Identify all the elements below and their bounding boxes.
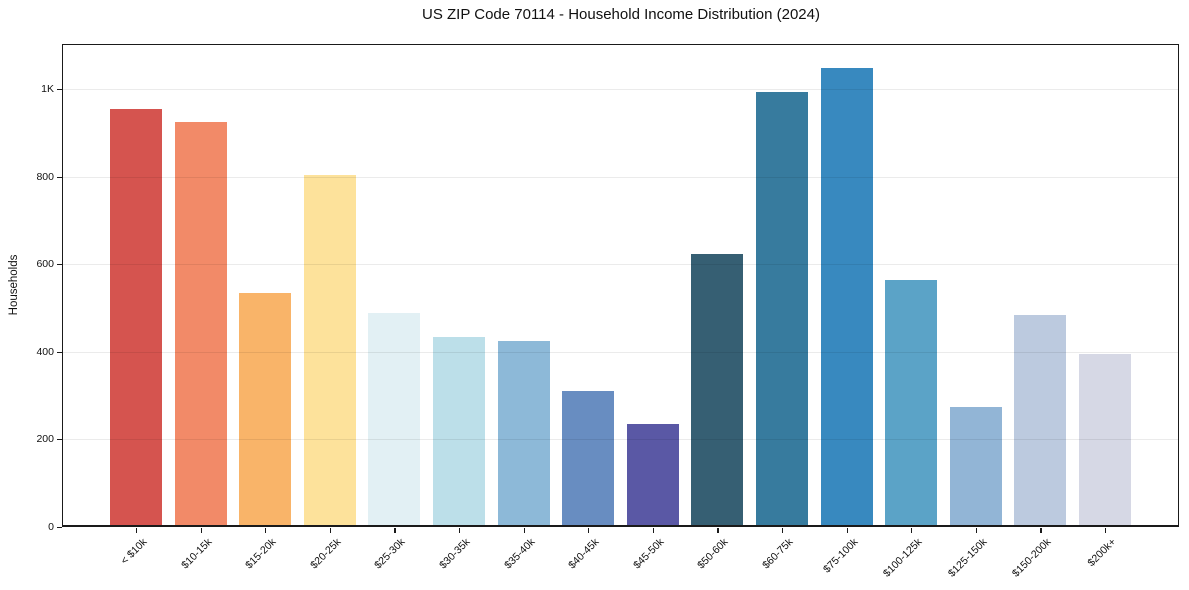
x-tick-mark xyxy=(911,528,913,533)
bar xyxy=(885,280,938,527)
x-tick-label: $15-20k xyxy=(243,536,279,572)
x-tick-label: < $10k xyxy=(118,536,150,567)
x-tick-mark xyxy=(782,528,784,533)
gridline xyxy=(62,177,1179,178)
y-tick-mark xyxy=(57,264,62,266)
x-tick-label: $50-60k xyxy=(695,536,731,572)
x-tick-label: $150-200k xyxy=(1010,536,1054,580)
y-tick-mark xyxy=(57,352,62,354)
gridline xyxy=(62,352,1179,353)
bar xyxy=(497,341,550,527)
bar xyxy=(239,293,292,527)
bar xyxy=(368,313,421,527)
x-tick-mark xyxy=(975,528,977,533)
x-tick-label: $40-45k xyxy=(566,536,602,572)
x-tick-mark xyxy=(1040,528,1042,533)
bar xyxy=(174,122,227,527)
x-tick-label: $60-75k xyxy=(760,536,796,572)
x-tick-label: $25-30k xyxy=(372,536,408,572)
x-tick-mark xyxy=(459,528,461,533)
x-tick-label: $45-50k xyxy=(630,536,667,572)
y-tick-mark xyxy=(57,89,62,91)
x-tick-mark xyxy=(588,528,590,533)
x-tick-mark xyxy=(523,528,525,533)
bar xyxy=(756,92,808,527)
gridline xyxy=(62,439,1179,440)
gridline xyxy=(62,89,1179,90)
y-tick-label: 800 xyxy=(36,171,54,183)
y-tick-mark xyxy=(57,177,62,179)
x-tick-label: $125-150k xyxy=(945,536,990,580)
x-tick-label: $35-40k xyxy=(501,536,538,572)
plot-frame xyxy=(62,44,1179,527)
bar xyxy=(562,391,615,527)
bar xyxy=(949,407,1002,527)
x-tick-mark xyxy=(652,528,654,533)
y-tick-mark xyxy=(57,527,62,529)
x-tick-mark xyxy=(846,528,848,533)
x-tick-label: $10-15k xyxy=(178,536,215,572)
bar xyxy=(110,109,162,527)
x-tick-label: $30-35k xyxy=(437,536,473,572)
gridline xyxy=(62,264,1179,265)
x-tick-mark xyxy=(1105,528,1107,533)
chart-title: US ZIP Code 70114 - Household Income Dis… xyxy=(422,6,820,23)
x-tick-mark xyxy=(394,528,396,533)
x-tick-label: $75-100k xyxy=(820,536,861,576)
y-tick-label: 400 xyxy=(36,346,54,358)
bar xyxy=(433,337,485,527)
bar xyxy=(1079,354,1131,527)
x-tick-mark xyxy=(136,528,138,533)
bar xyxy=(626,424,679,527)
x-tick-mark xyxy=(329,528,331,533)
y-tick-mark xyxy=(57,439,62,441)
x-tick-mark xyxy=(200,528,202,533)
bar xyxy=(303,175,356,527)
y-tick-label: 200 xyxy=(36,433,54,445)
y-tick-label: 0 xyxy=(48,521,54,533)
x-tick-label: $100-125k xyxy=(881,536,925,580)
y-tick-label: 600 xyxy=(36,258,54,270)
y-tick-label: 1K xyxy=(41,83,54,95)
bar xyxy=(820,68,873,527)
bar xyxy=(1014,315,1067,527)
x-tick-label: $200k+ xyxy=(1085,536,1119,570)
x-tick-label: $20-25k xyxy=(307,536,344,572)
x-tick-mark xyxy=(265,528,267,533)
x-tick-mark xyxy=(717,528,719,533)
bar xyxy=(691,254,744,527)
